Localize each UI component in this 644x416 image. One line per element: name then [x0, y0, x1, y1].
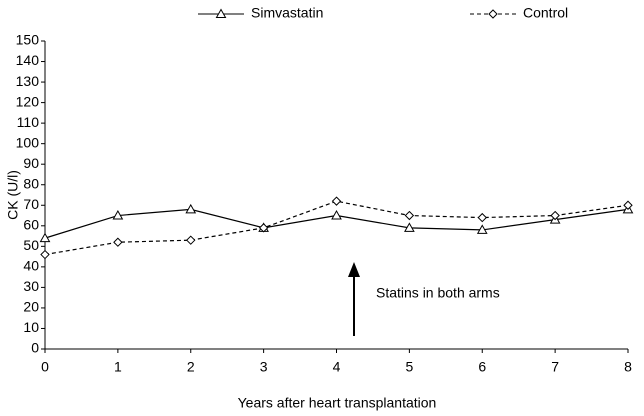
x-tick-label: 7	[551, 359, 559, 375]
y-tick-label: 120	[16, 93, 40, 109]
y-axis-label: CK (U/l)	[5, 170, 21, 220]
point	[404, 222, 415, 232]
legend-marker	[488, 9, 498, 19]
point	[550, 210, 560, 221]
annotation-arrowhead	[348, 262, 360, 277]
x-axis-label: Years after heart transplantation	[238, 395, 437, 411]
y-tick-label: 80	[23, 175, 39, 191]
legend-marker	[215, 8, 227, 18]
x-tick-label: 1	[114, 359, 122, 375]
point	[112, 210, 124, 220]
x-tick-label: 5	[405, 359, 413, 375]
x-tick-label: 4	[333, 359, 341, 375]
point	[185, 203, 197, 214]
y-tick-label: 150	[16, 32, 40, 48]
point	[331, 210, 342, 220]
y-tick-label: 0	[31, 340, 39, 356]
x-tick-label: 0	[41, 359, 49, 375]
point	[623, 200, 633, 210]
y-tick-label: 90	[23, 155, 39, 171]
y-tick-label: 50	[23, 237, 39, 253]
x-tick-label: 2	[187, 359, 195, 375]
point	[258, 223, 269, 233]
point	[113, 237, 123, 247]
y-tick-label: 10	[23, 319, 39, 335]
point	[39, 232, 51, 243]
x-tick-label: 8	[624, 359, 632, 375]
x-tick-label: 3	[260, 359, 268, 375]
point	[476, 224, 488, 234]
x-tick-label: 6	[478, 359, 486, 375]
point	[40, 249, 50, 260]
point	[331, 196, 342, 206]
annotation: Statins in both arms	[376, 285, 500, 301]
y-tick-label: 60	[23, 217, 39, 233]
y-tick-label: 140	[16, 52, 40, 68]
legend-label: Control	[523, 5, 568, 21]
point	[186, 235, 196, 245]
y-tick-label: 130	[16, 73, 40, 89]
point	[404, 210, 415, 221]
point	[477, 212, 487, 223]
y-tick-label: 40	[23, 258, 39, 274]
y-tick-label: 100	[16, 134, 40, 150]
y-tick-label: 20	[23, 299, 39, 315]
legend-label: Simvastatin	[251, 5, 323, 21]
y-tick-label: 30	[23, 278, 39, 294]
series-line	[44, 200, 629, 256]
y-tick-label: 70	[23, 196, 39, 212]
y-tick-label: 110	[17, 114, 40, 130]
